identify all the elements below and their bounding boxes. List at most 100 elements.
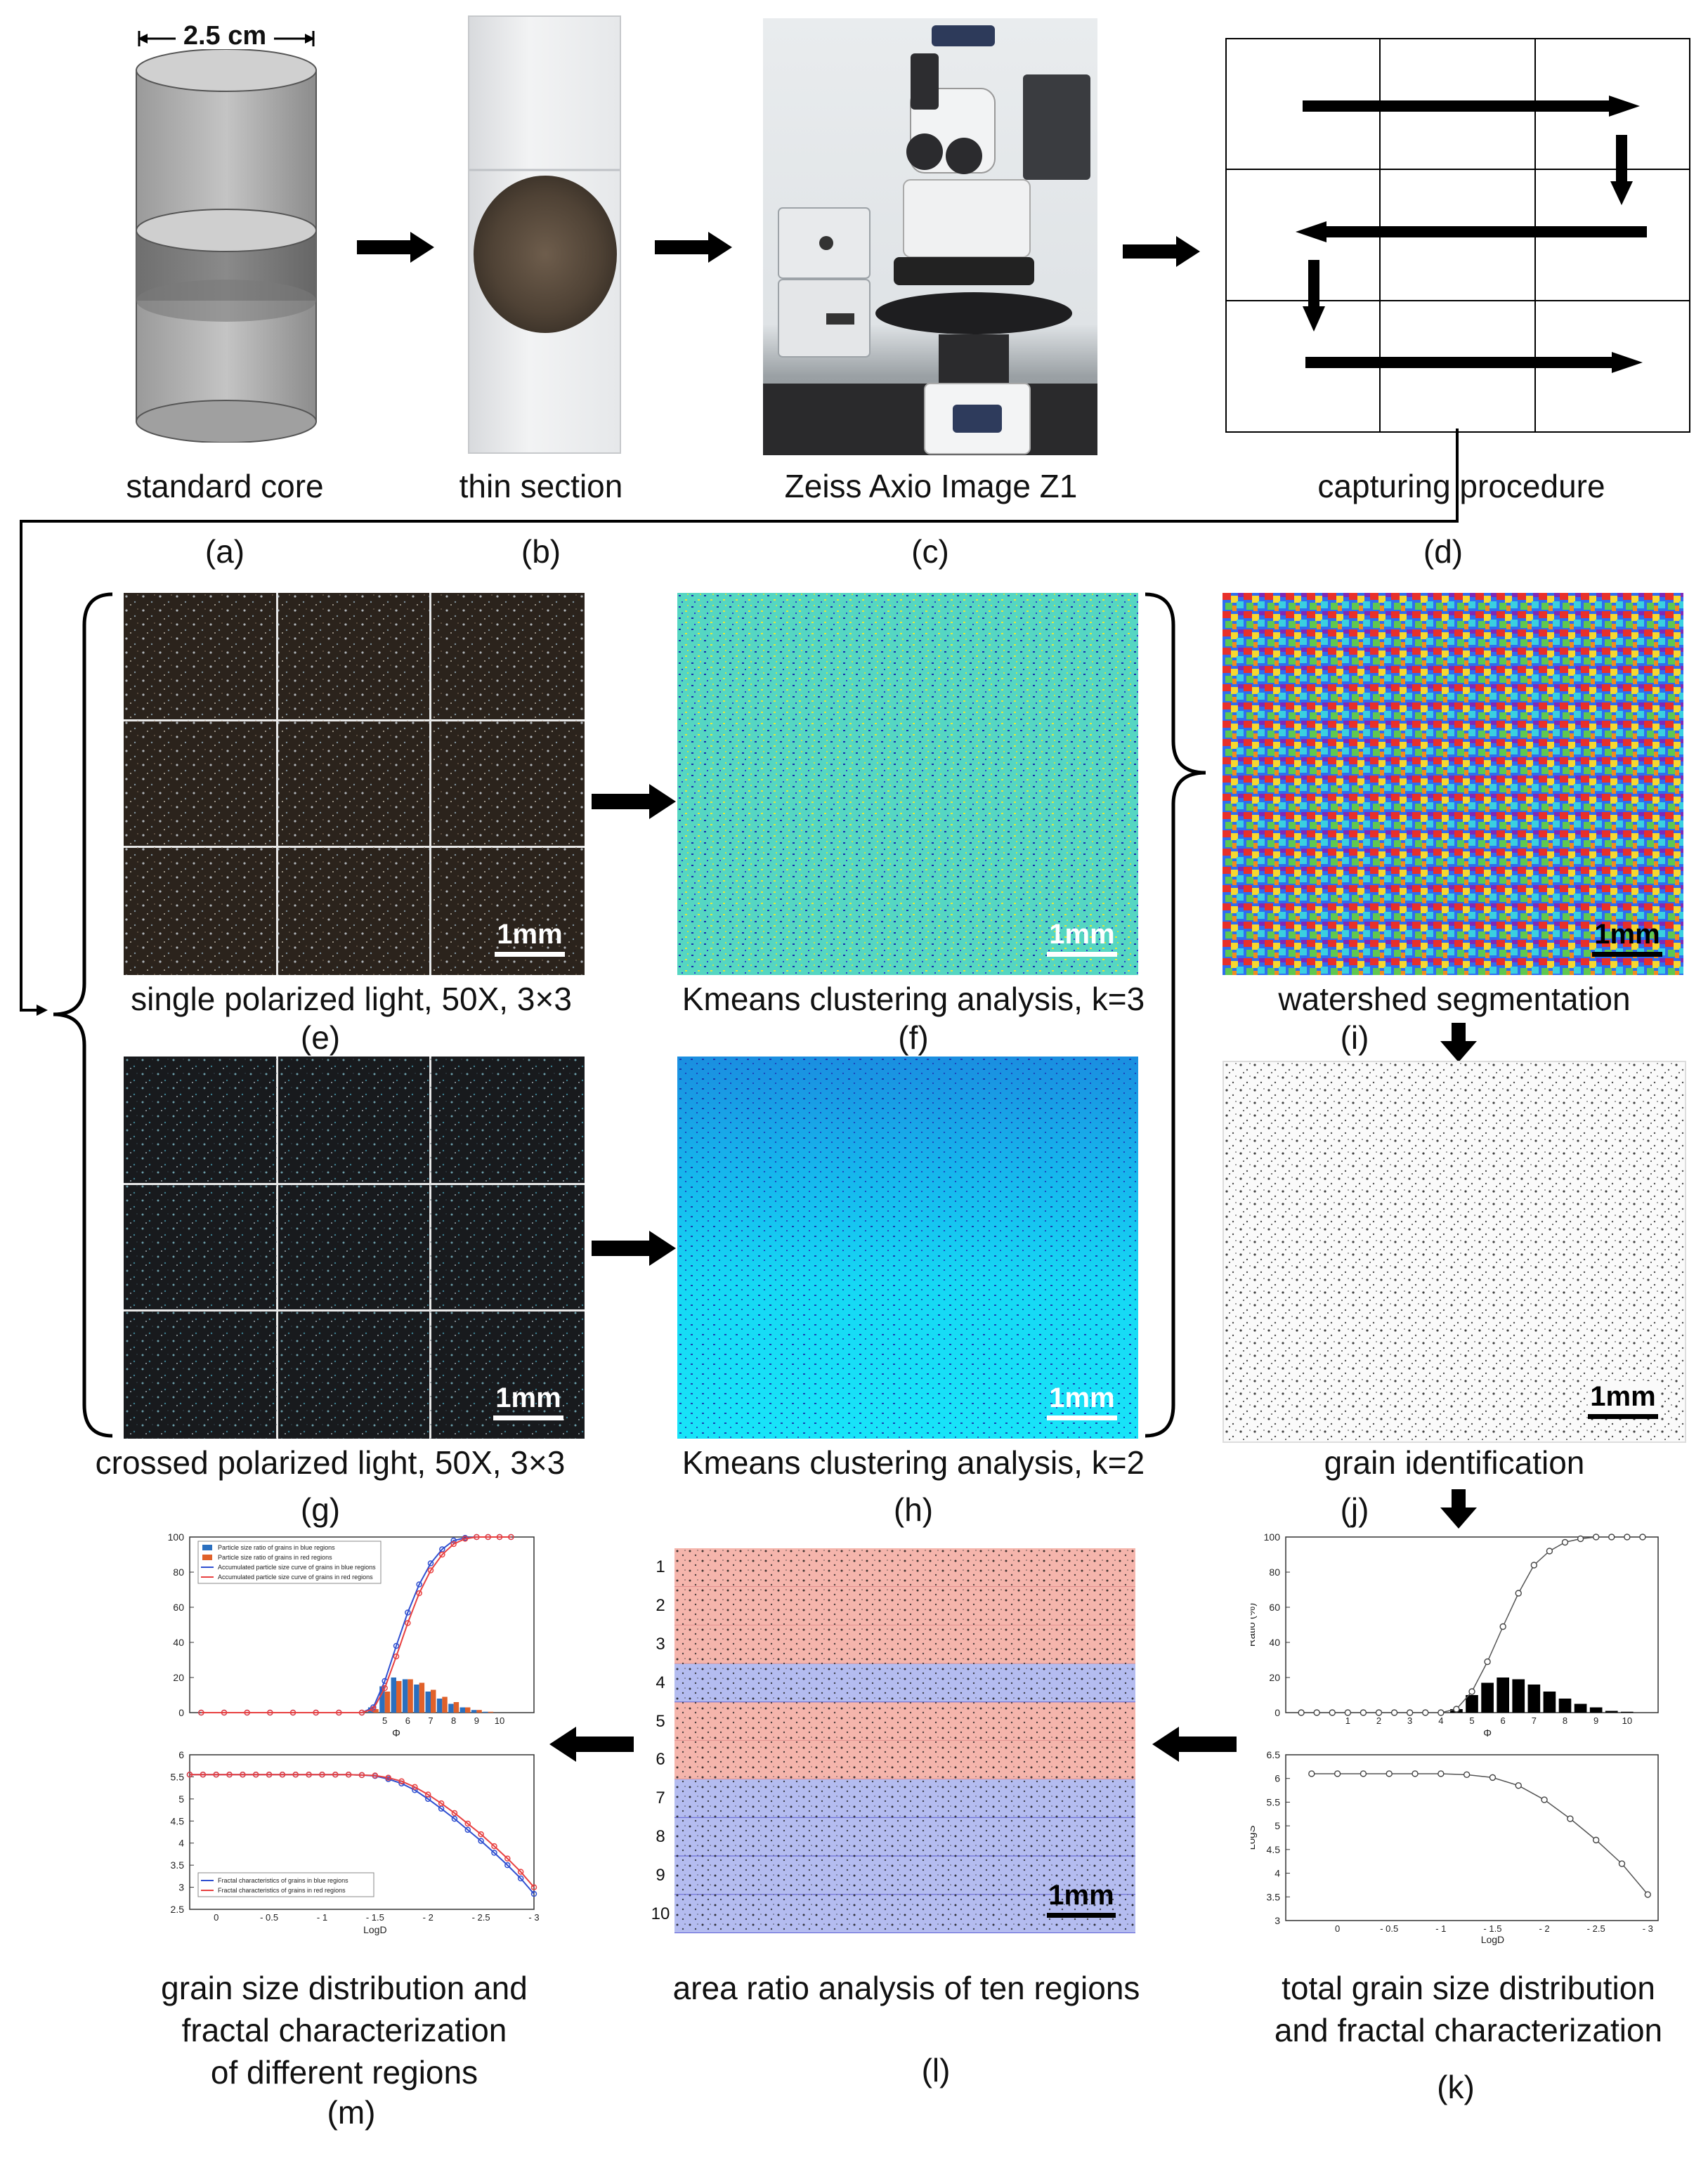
bar-red bbox=[384, 1692, 391, 1713]
cumulative-point bbox=[1624, 1534, 1631, 1541]
x-tick-label: - 2 bbox=[1539, 1923, 1549, 1934]
y-tick-label: 0 bbox=[178, 1707, 184, 1718]
y-tick-label: 60 bbox=[173, 1602, 184, 1613]
core-dimension-label: 2.5 cm bbox=[176, 21, 274, 51]
fractal-point bbox=[385, 1774, 391, 1781]
fractal-point bbox=[319, 1772, 325, 1778]
region-bands bbox=[674, 1548, 1135, 1933]
fractal-point bbox=[451, 1810, 458, 1817]
caption-f: Kmeans clustering analysis, k=3 bbox=[682, 981, 1145, 1017]
cumulative-point bbox=[267, 1709, 273, 1716]
fractal-point bbox=[186, 1772, 193, 1778]
cumulative-point bbox=[450, 1541, 457, 1548]
x-axis-label: Φ bbox=[1483, 1727, 1492, 1739]
bar bbox=[1589, 1707, 1603, 1713]
cumulative-point bbox=[244, 1709, 250, 1716]
cumulative-point bbox=[1468, 1688, 1475, 1695]
caption-m-line3: of different regions bbox=[210, 2054, 478, 2091]
x-tick-label: 9 bbox=[474, 1715, 479, 1726]
x-tick-label: 7 bbox=[1532, 1715, 1537, 1726]
bar-blue bbox=[459, 1707, 465, 1713]
x-tick-label: - 2.5 bbox=[1587, 1923, 1605, 1934]
bar-red bbox=[442, 1696, 448, 1713]
y-tick-label: 60 bbox=[1269, 1602, 1280, 1613]
fractal-point bbox=[491, 1843, 497, 1850]
legend-box bbox=[197, 1541, 382, 1584]
label-j: (j) bbox=[1340, 1491, 1369, 1528]
y-tick-label: 40 bbox=[173, 1637, 184, 1648]
y-axis-label: LogS bbox=[1251, 1825, 1258, 1850]
crossed-polarized-mosaic: 1mm bbox=[124, 1057, 585, 1439]
cumulative-point bbox=[1406, 1709, 1414, 1716]
cumulative-point bbox=[416, 1590, 422, 1597]
legend-entry: Fractal characteristics of grains in red… bbox=[218, 1887, 346, 1894]
label-g: (g) bbox=[300, 1491, 341, 1528]
y-tick-label: 4 bbox=[178, 1838, 184, 1849]
caption-c: Zeiss Axio Image Z1 bbox=[784, 468, 1078, 504]
cumulative-point bbox=[1499, 1623, 1506, 1630]
bar-red bbox=[408, 1679, 413, 1713]
region-label: 9 bbox=[656, 1865, 665, 1885]
scale-bar: 1mm bbox=[1047, 1382, 1117, 1420]
fractal-point bbox=[1644, 1891, 1651, 1898]
fractal-point bbox=[1360, 1770, 1367, 1777]
arrow-right-icon bbox=[1123, 236, 1200, 270]
y-tick-label: 80 bbox=[1269, 1567, 1280, 1578]
x-tick-label: 6 bbox=[1501, 1715, 1506, 1726]
cumulative-point bbox=[1484, 1658, 1491, 1666]
left-brace bbox=[42, 590, 119, 1440]
cluster-texture bbox=[677, 1057, 1138, 1439]
cumulative-point bbox=[198, 1709, 204, 1716]
caption-i: watershed segmentation bbox=[1278, 981, 1631, 1017]
x-axis-label: LogD bbox=[1481, 1934, 1504, 1945]
cumulative-point bbox=[289, 1709, 296, 1716]
bar bbox=[1574, 1703, 1587, 1713]
y-tick-label: 20 bbox=[1269, 1672, 1280, 1683]
cumulative-point bbox=[336, 1709, 342, 1716]
bar-red bbox=[419, 1682, 425, 1713]
watershed-map: 1mm bbox=[1223, 593, 1683, 975]
fractal-point bbox=[1515, 1782, 1522, 1789]
cumulative-point bbox=[427, 1560, 434, 1567]
bar-red bbox=[453, 1702, 459, 1713]
fractal-point bbox=[279, 1772, 286, 1778]
scale-bar: 1mm bbox=[493, 1382, 563, 1420]
fractal-point bbox=[266, 1772, 273, 1778]
x-tick-label: - 1 bbox=[317, 1912, 327, 1923]
cumulative-point bbox=[1390, 1709, 1398, 1716]
single-polarized-mosaic: 1mm bbox=[124, 593, 585, 975]
region-label: 3 bbox=[656, 1635, 665, 1654]
label-l: (l) bbox=[921, 2052, 951, 2088]
fractal-point bbox=[530, 1884, 537, 1890]
y-tick-label: 3 bbox=[178, 1882, 184, 1893]
cumulative-point bbox=[1313, 1709, 1320, 1716]
y-tick-label: 5.5 bbox=[171, 1771, 185, 1782]
caption-a: standard core bbox=[126, 468, 324, 504]
cumulative-point bbox=[1375, 1709, 1383, 1716]
x-tick-label: 8 bbox=[451, 1715, 456, 1726]
y-tick-label: 80 bbox=[173, 1567, 184, 1578]
fractal-point bbox=[252, 1772, 259, 1778]
right-brace bbox=[1138, 590, 1215, 1440]
bar bbox=[1543, 1692, 1556, 1713]
y-tick-label: 6.5 bbox=[1267, 1749, 1281, 1760]
cumulative-point bbox=[393, 1653, 400, 1660]
legend-swatch bbox=[202, 1545, 212, 1550]
cumulative-point bbox=[405, 1620, 411, 1626]
cumulative-point bbox=[1298, 1709, 1305, 1716]
legend: Particle size ratio of grains in blue re… bbox=[197, 1541, 382, 1584]
grain-dots bbox=[674, 1548, 1135, 1933]
y-tick-label: 4 bbox=[1275, 1868, 1280, 1879]
cumulative-point bbox=[1422, 1709, 1429, 1716]
y-tick-label: 100 bbox=[1264, 1531, 1281, 1543]
fractal-point bbox=[292, 1772, 299, 1778]
fractal-point bbox=[1386, 1770, 1393, 1777]
region-label: 8 bbox=[656, 1827, 665, 1846]
cumulative-point bbox=[1438, 1709, 1445, 1716]
cumulative-line bbox=[201, 1536, 511, 1713]
arrow-left-icon bbox=[549, 1727, 634, 1765]
label-c: (c) bbox=[911, 533, 949, 570]
label-a: (a) bbox=[204, 533, 245, 570]
y-tick-label: 100 bbox=[168, 1531, 185, 1543]
bar-red bbox=[396, 1681, 402, 1713]
